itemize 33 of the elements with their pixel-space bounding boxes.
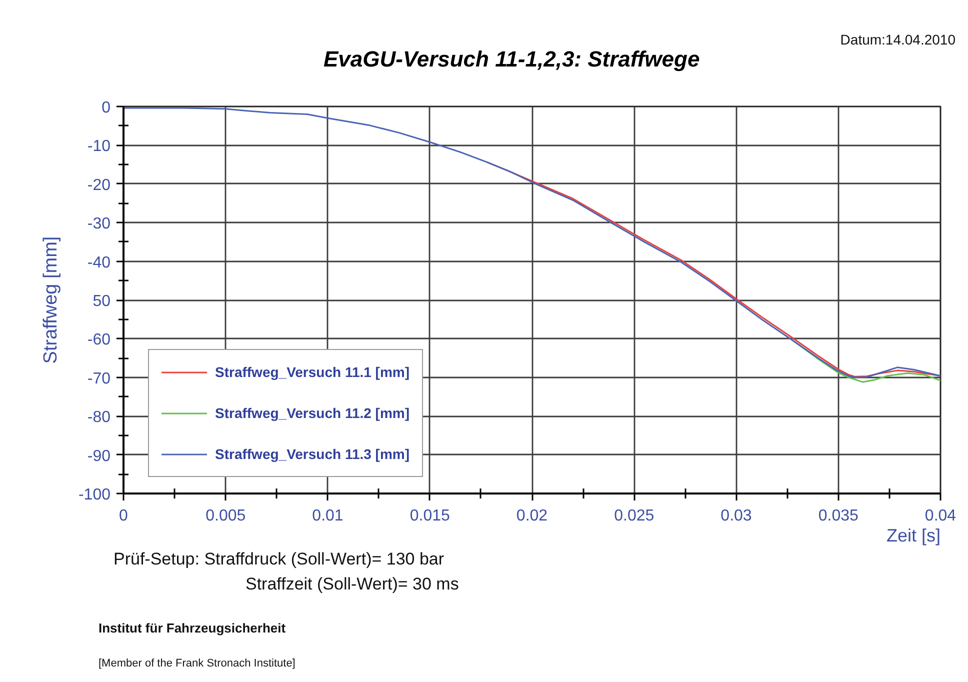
text: Prüf-Setup: Straffdruck (Soll-Wert)= 130 bar: [114, 550, 444, 568]
legend-label: Straffweg_Versuch 11.3 [mm]: [215, 445, 410, 464]
line-series: [124, 107, 940, 378]
chart-title: EvaGU-Versuch 11-1,2,3: Straffwege: [324, 46, 700, 72]
x-tick-label: 0.02: [516, 508, 548, 524]
y-tick-label: -90: [87, 448, 111, 465]
x-tick-label: 0.015: [410, 508, 450, 524]
y-tick-label: -70: [87, 370, 111, 388]
y-tick-label: -100: [78, 486, 111, 504]
text: [Member of the Frank Stronach Institute]: [98, 658, 296, 670]
legend-label: Straffweg_Versuch 11.1 [mm]: [215, 363, 410, 382]
x-tick-label: 0.025: [614, 508, 654, 524]
x-tick-label: 0.03: [720, 508, 752, 524]
text: Datum:14.04.2010: [840, 32, 956, 48]
x-tick-label: 0.005: [206, 508, 246, 524]
x-axis-title: Zeit [s]: [886, 526, 941, 546]
y-tick-label: 0: [102, 100, 111, 116]
x-tick-label: 0.035: [818, 508, 858, 524]
x-tick-label: 0.04: [924, 508, 956, 524]
y-tick-label: -10: [87, 138, 111, 156]
y-tick-label: -60: [87, 332, 111, 349]
y-tick-label: -40: [87, 254, 111, 272]
line-series: [790, 338, 940, 383]
x-tick-label: 0: [119, 508, 128, 524]
x-tick-label: 0.01: [312, 508, 344, 524]
y-tick-label: -30: [87, 216, 111, 233]
y-axis-title: Straffweg [mm]: [40, 236, 62, 364]
legend-label: Straffweg_Versuch 11.2 [mm]: [215, 404, 410, 423]
text: Institut für Fahrzeugsicherheit: [98, 620, 286, 636]
y-tick-label: -80: [87, 409, 111, 426]
y-tick-label: 50: [92, 293, 111, 310]
text: Straffzeit (Soll-Wert)= 30 ms: [246, 574, 459, 594]
y-tick-label: -20: [87, 176, 111, 194]
